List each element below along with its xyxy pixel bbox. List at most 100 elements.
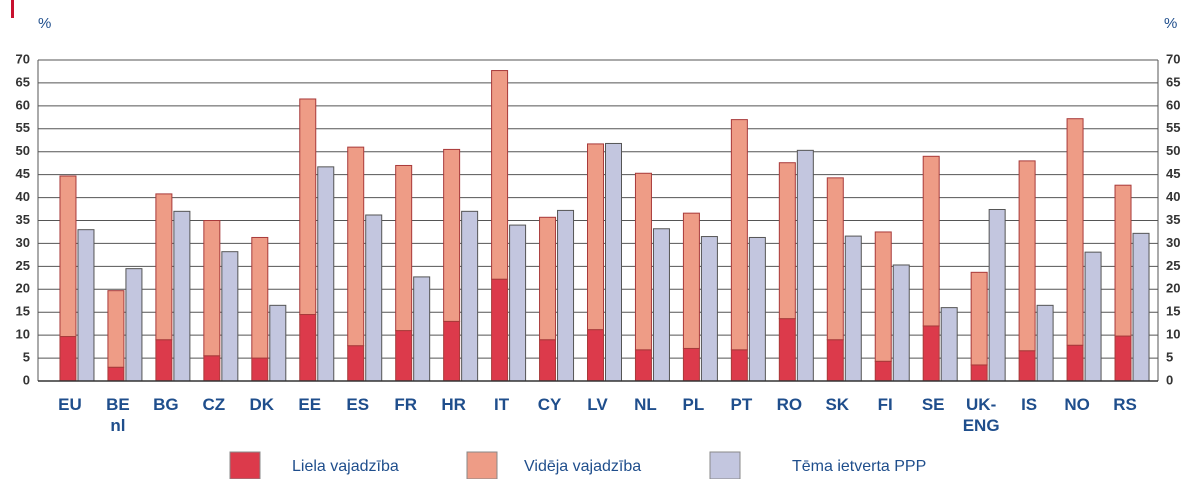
x-tick-label: CZ (202, 395, 226, 414)
bar (173, 210, 191, 382)
x-tick-label: NO (1064, 395, 1090, 414)
bar (203, 220, 221, 357)
x-tick-label: RO (776, 395, 803, 414)
bar (59, 175, 77, 338)
x-tick-label: FI (877, 395, 893, 414)
y-tick-label: 15 (16, 304, 30, 319)
bar (299, 314, 317, 382)
y2-tick-label: 70 (1166, 51, 1180, 66)
y2-tick-label: 30 (1166, 235, 1180, 250)
x-tick-label: EU (58, 395, 82, 414)
bar (251, 236, 269, 359)
y-tick-label: 35 (16, 212, 30, 227)
bar (125, 268, 143, 382)
decor-mark (11, 0, 14, 18)
legend-label: Liela vajadzība (292, 458, 399, 475)
legend-label: Tēma ietverta PPP (792, 458, 926, 475)
x-tick-label: RS (1113, 395, 1137, 414)
bar (347, 146, 365, 347)
x-tick-label: IT (494, 395, 510, 414)
bar (203, 355, 221, 382)
y2-tick-label: 0 (1166, 372, 1173, 387)
bar (155, 339, 173, 382)
bar (844, 235, 862, 382)
bar (1066, 118, 1084, 346)
x-tick-label: ES (346, 395, 370, 414)
x-tick-label: HR (441, 395, 466, 414)
y2-tick-label: 65 (1166, 74, 1180, 89)
y2-tick-label: 50 (1166, 143, 1180, 158)
bar (892, 264, 910, 382)
bar (874, 360, 892, 382)
bar (539, 339, 557, 382)
y2-axis-label: % (1164, 15, 1177, 32)
y2-tick-label: 40 (1166, 189, 1180, 204)
bar (59, 336, 77, 382)
bar (1084, 251, 1102, 382)
bar (587, 329, 604, 382)
x-tick-label: SE (921, 395, 945, 414)
bar (413, 276, 431, 382)
bar (299, 98, 317, 316)
y2-tick-label: 20 (1166, 281, 1180, 296)
x-tick-label: UK- ENG (962, 395, 1000, 435)
bar (940, 307, 958, 382)
bar (221, 251, 239, 382)
y-tick-label: 10 (16, 327, 30, 342)
bar (700, 236, 718, 382)
bar (970, 364, 988, 382)
bar (1114, 335, 1132, 382)
bar (443, 148, 461, 322)
bar (922, 325, 940, 382)
bar (970, 271, 988, 366)
bar (826, 339, 844, 382)
bar (491, 70, 509, 280)
bar (634, 172, 652, 351)
bar (365, 214, 383, 382)
y2-tick-label: 60 (1166, 97, 1180, 112)
bar (730, 349, 748, 382)
y-tick-label: 65 (16, 74, 30, 89)
y-tick-label: 5 (23, 350, 30, 365)
x-tick-label: NL (634, 395, 657, 414)
bar (1036, 304, 1054, 382)
bar (874, 231, 892, 362)
y-tick-label: 20 (16, 281, 30, 296)
bar (634, 349, 652, 382)
y-tick-label: 45 (16, 166, 30, 181)
x-tick-label: LV (587, 395, 608, 414)
x-tick-label: EE (298, 395, 322, 414)
y-tick-label: 60 (16, 97, 30, 112)
bar (491, 278, 509, 382)
bar (1018, 160, 1036, 352)
bar (317, 166, 335, 382)
x-tick-label: BE nl (106, 395, 130, 435)
y2-tick-label: 10 (1166, 327, 1180, 342)
bar (778, 162, 796, 320)
bar (77, 229, 95, 382)
bar (251, 357, 269, 382)
x-tick-label: PL (682, 395, 705, 414)
bar (682, 347, 700, 382)
x-tick-label: FR (394, 395, 417, 414)
bar (826, 177, 844, 341)
x-tick-label: IS (1021, 395, 1038, 414)
bar (1132, 232, 1150, 382)
bar (1018, 350, 1036, 382)
y-tick-label: 70 (16, 51, 30, 66)
bar (395, 330, 413, 382)
bar (107, 290, 125, 368)
bar (682, 212, 700, 349)
y2-tick-label: 25 (1166, 258, 1180, 273)
x-tick-label: SK (825, 395, 850, 414)
y-axis-label: % (38, 15, 51, 32)
bar (461, 210, 479, 382)
bar (796, 149, 814, 382)
legend-swatch (229, 451, 261, 479)
y2-tick-label: 35 (1166, 212, 1180, 227)
bar (652, 228, 670, 382)
bar (1114, 184, 1132, 337)
bar (347, 345, 365, 382)
y2-tick-label: 45 (1166, 166, 1180, 181)
